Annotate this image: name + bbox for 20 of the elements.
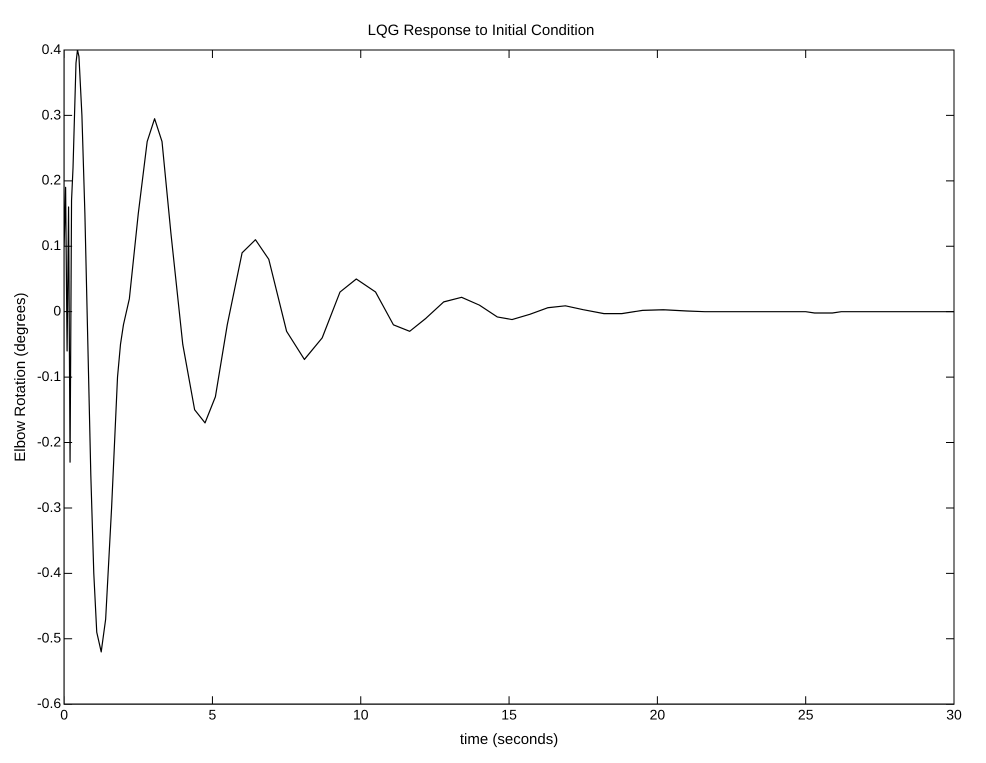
chart-title: LQG Response to Initial Condition — [368, 22, 594, 40]
y-tick-label: -0.2 — [37, 433, 62, 450]
y-tick-label: 0.1 — [42, 237, 62, 254]
x-tick-label: 15 — [501, 706, 518, 722]
y-tick-label: -0.1 — [37, 368, 62, 384]
y-tick-label: 0.2 — [42, 172, 62, 188]
y-tick-label: 0 — [53, 302, 62, 319]
y-axis-title: Elbow Rotation (degrees) — [12, 292, 30, 462]
x-tick-label: 20 — [650, 706, 666, 722]
x-tick-label: 5 — [208, 706, 217, 722]
y-tick-label: -0.3 — [37, 498, 62, 515]
x-tick-label: 25 — [798, 706, 814, 722]
x-tick-label: 10 — [352, 706, 369, 722]
x-tick-label: 30 — [946, 706, 962, 722]
x-axis-title: time (seconds) — [460, 731, 558, 748]
y-tick-label: -0.4 — [37, 564, 62, 580]
y-tick-label: -0.5 — [37, 630, 62, 646]
y-tick-label: 0.4 — [42, 40, 62, 57]
y-tick-label: 0.3 — [42, 106, 62, 122]
y-tick-label: -0.6 — [37, 695, 62, 712]
